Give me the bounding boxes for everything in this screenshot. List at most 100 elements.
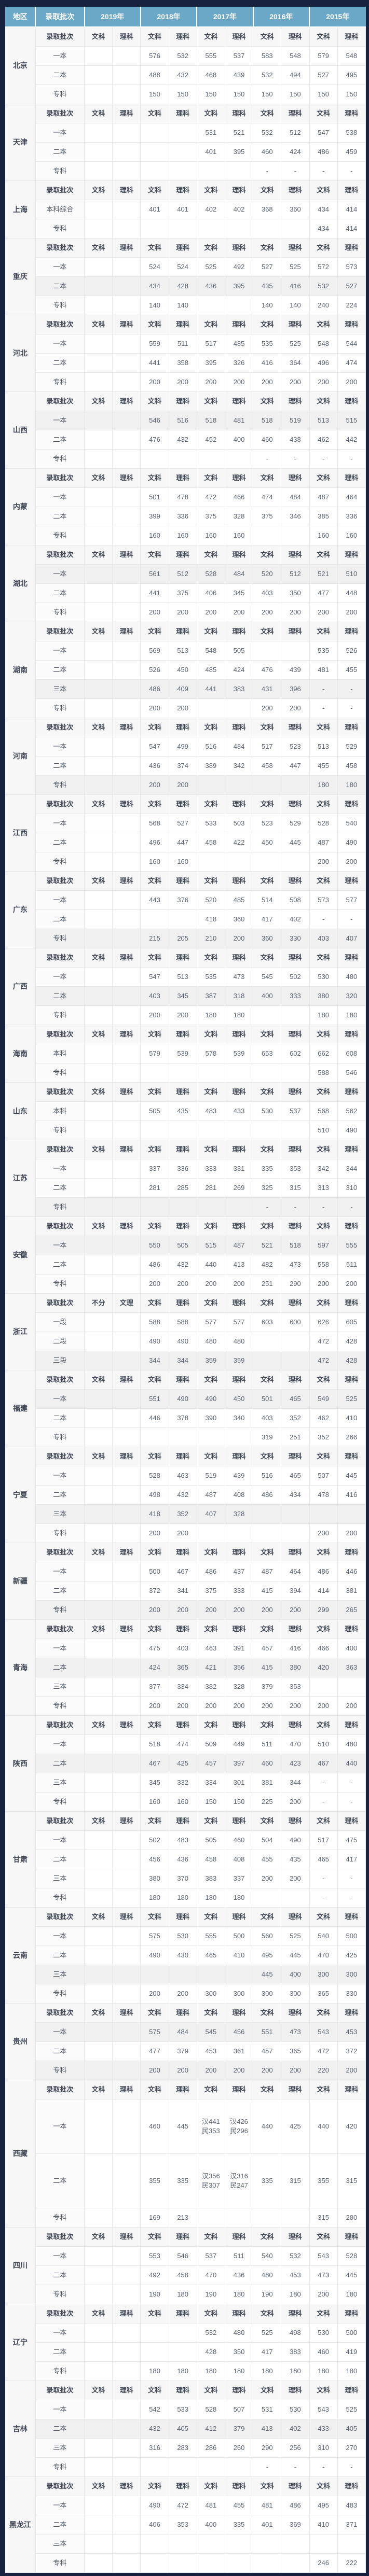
score-cell: 470 <box>309 1945 338 1965</box>
score-cell: 359 <box>196 1351 225 1370</box>
score-cell: - <box>337 698 366 718</box>
subject-header-li: 理科 <box>281 2476 310 2496</box>
subject-header-li: 理科 <box>112 315 141 334</box>
score-cell <box>196 2534 225 2554</box>
score-cell: 418 <box>140 1504 169 1524</box>
score-cell <box>168 1427 197 1447</box>
subject-header-li: 理科 <box>112 1811 141 1831</box>
score-cell: 505 <box>224 641 254 661</box>
score-cell: 579 <box>309 46 338 66</box>
score-cell <box>112 814 141 833</box>
score-cell: 490 <box>140 2496 169 2515</box>
subheader-batch-label: 录取批次 <box>35 315 85 334</box>
score-cell: 281 <box>140 1178 169 1198</box>
subject-header-wen: 文科 <box>140 871 169 891</box>
score-cell <box>84 1197 113 1217</box>
score-cell <box>84 929 113 948</box>
score-cell <box>281 526 310 545</box>
score-cell: 575 <box>140 2022 169 2042</box>
score-cell: 355 <box>140 2153 169 2208</box>
score-cell <box>168 219 197 239</box>
score-cell: 485 <box>196 660 225 680</box>
score-cell: 365 <box>309 1984 338 2004</box>
score-cell <box>84 1063 113 1083</box>
score-cell: 280 <box>337 2208 366 2228</box>
score-cell <box>112 775 141 795</box>
score-cell <box>196 775 225 795</box>
score-cell <box>253 1523 282 1543</box>
score-cell: 475 <box>337 1830 366 1850</box>
batch-label: 专科 <box>35 219 85 239</box>
score-cell: 545 <box>196 2022 225 2042</box>
score-cell: 532 <box>309 276 338 296</box>
subject-header-wen: 文科 <box>309 315 338 334</box>
subject-header-wen: 文科 <box>253 2381 282 2400</box>
score-cell: 382 <box>196 1677 225 1697</box>
batch-label: 一本 <box>35 123 85 143</box>
score-cell: 340 <box>224 1408 254 1428</box>
score-cell: 445 <box>168 2099 197 2154</box>
score-cell <box>112 2265 141 2285</box>
subject-header-wen: 文科 <box>84 1543 113 1562</box>
batch-label: 二本 <box>35 65 85 85</box>
subject-header-wen: 文科 <box>309 104 338 123</box>
score-cell: 380 <box>281 1658 310 1677</box>
score-cell: 180 <box>196 1888 225 1908</box>
score-cell <box>309 2534 338 2554</box>
score-cell: 562 <box>337 1101 366 1121</box>
score-cell <box>112 564 141 584</box>
score-cell: 200 <box>281 698 310 718</box>
score-cell: 200 <box>309 1523 338 1543</box>
score-cell <box>84 2022 113 2042</box>
score-cell: 487 <box>196 1485 225 1505</box>
subject-header-wen: 文科 <box>309 1293 338 1313</box>
score-cell: 205 <box>168 929 197 948</box>
subject-header-wen: 文科 <box>140 1715 169 1735</box>
score-cell <box>140 161 169 181</box>
subject-header-li: 理科 <box>224 1907 254 1927</box>
subject-header-li: 理科 <box>337 545 366 565</box>
score-cell: 200 <box>196 1274 225 1294</box>
score-cell: 365 <box>281 2041 310 2061</box>
subject-header-li: 理科 <box>337 1811 366 1831</box>
subject-header-wen: 文科 <box>84 2227 113 2247</box>
score-cell <box>84 1274 113 1294</box>
score-cell: 353 <box>281 1677 310 1697</box>
score-cell <box>112 1197 141 1217</box>
score-cell <box>112 833 141 852</box>
subject-header-wen: 文科 <box>309 2003 338 2023</box>
score-cell: 540 <box>337 814 366 833</box>
score-cell: 532 <box>168 46 197 66</box>
score-cell: 558 <box>309 1255 338 1275</box>
score-cell: - <box>309 449 338 469</box>
score-cell: 200 <box>309 1274 338 1294</box>
score-cell: 315 <box>337 2153 366 2208</box>
score-cell <box>168 2342 197 2362</box>
score-cell <box>84 679 113 699</box>
region-subheader-row: 陕西 录取批次 文科 理科 文科 理科 文科 理科 文科 理科 文科 理科 <box>5 1715 366 1812</box>
score-cell <box>112 1351 141 1370</box>
score-cell <box>84 1408 113 1428</box>
score-row: 三本 377 334 382 328 379 353 <box>5 1677 366 1697</box>
score-row: 二本 486 432 440 413 482 473 558 511 <box>5 1255 366 1275</box>
score-row: 专科 200 200 180 180 <box>5 775 366 795</box>
score-cell <box>84 2534 113 2554</box>
score-cell <box>112 2457 141 2477</box>
subject-header-wen: 文科 <box>309 2381 338 2400</box>
score-cell: 270 <box>337 2438 366 2458</box>
subject-header-wen: 文科 <box>309 718 338 737</box>
region-subheader-row: 青海 录取批次 文科 理科 文科 理科 文科 理科 文科 理科 文科 理科 <box>5 1619 366 1716</box>
score-cell: 435 <box>281 1850 310 1869</box>
score-cell <box>84 65 113 85</box>
score-cell: 487 <box>309 487 338 507</box>
score-cell: 439 <box>224 1466 254 1486</box>
score-cell <box>84 1696 113 1716</box>
score-cell: 213 <box>168 2208 197 2228</box>
score-cell: 498 <box>140 1485 169 1505</box>
score-cell: 472 <box>309 1332 338 1351</box>
score-cell: 344 <box>168 1351 197 1370</box>
score-cell <box>224 1523 254 1543</box>
score-cell: 180 <box>281 2361 310 2381</box>
score-cell <box>112 1063 141 1083</box>
score-cell: 481 <box>196 2496 225 2515</box>
